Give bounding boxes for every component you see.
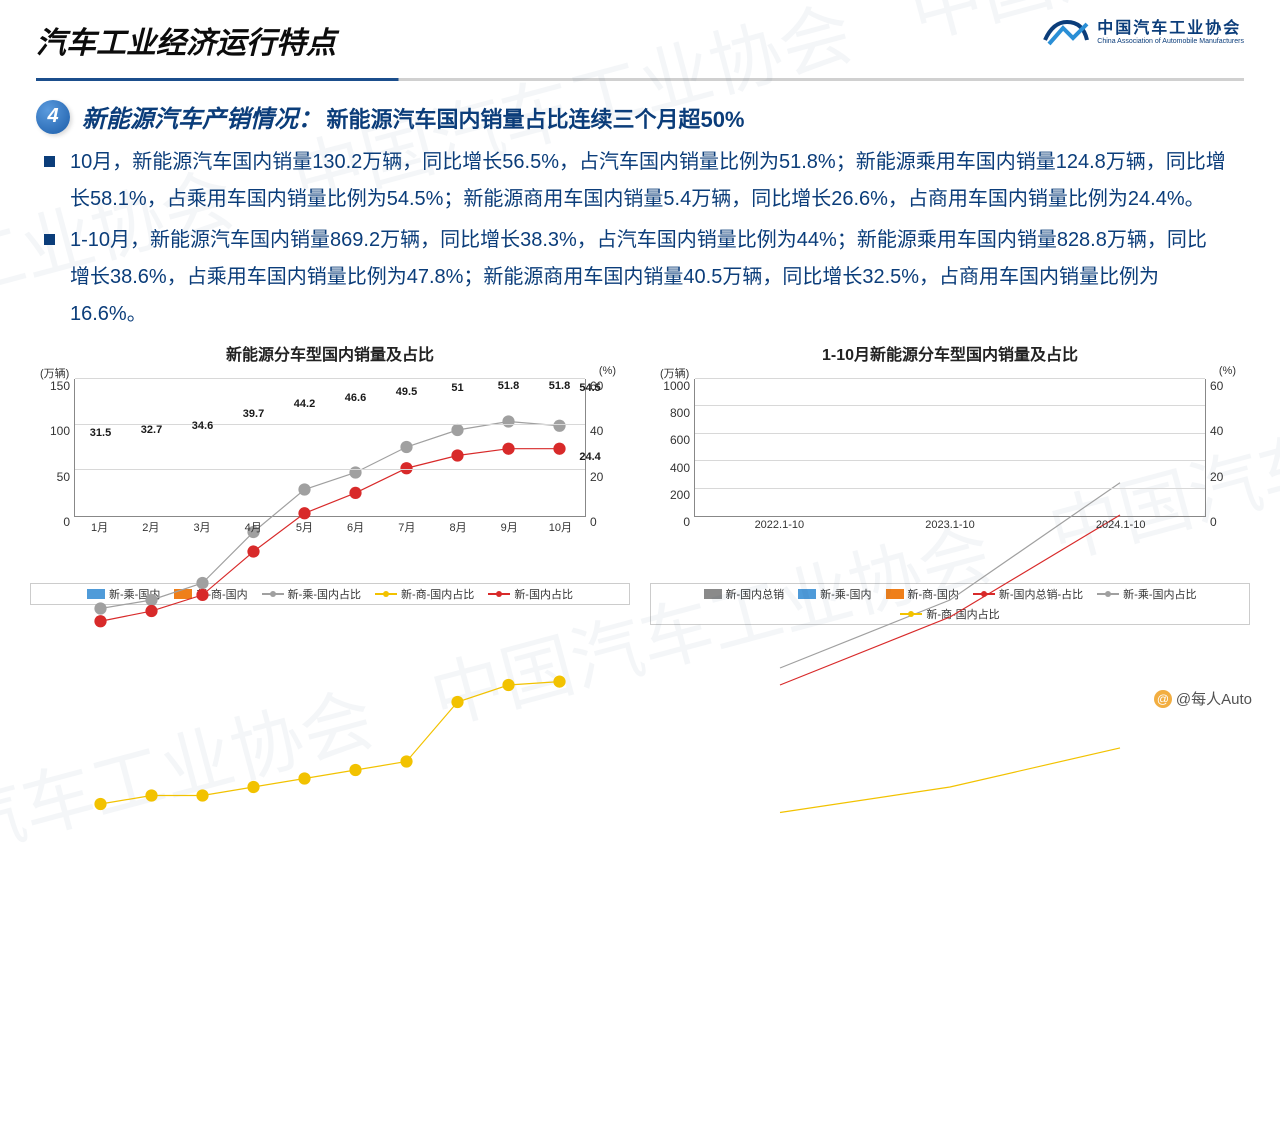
y-right-unit: (%) <box>599 365 616 377</box>
logo-icon <box>1043 18 1091 48</box>
logo-en: China Association of Automobile Manufact… <box>1097 38 1244 46</box>
logo: 中国汽车工业协会 China Association of Automobile… <box>1043 18 1244 48</box>
chart-left-plot: 31.532.734.639.744.246.649.55151.851.854… <box>74 379 586 517</box>
chart-right-title: 1-10月新能源分车型国内销量及占比 <box>650 341 1250 365</box>
body-text: 10月，新能源汽车国内销量130.2万辆，同比增长56.5%，占汽车国内销量比例… <box>0 140 1280 333</box>
bullet-2: 1-10月，新能源汽车国内销量869.2万辆，同比增长38.3%，占汽车国内销量… <box>70 222 1226 333</box>
bullet-1: 10月，新能源汽车国内销量130.2万辆，同比增长56.5%，占汽车国内销量比例… <box>70 144 1226 218</box>
section-desc: 新能源汽车国内销量占比连续三个月超50% <box>326 107 744 132</box>
logo-cn: 中国汽车工业协会 <box>1097 20 1244 38</box>
page-title: 汽车工业经济运行特点 <box>36 18 336 62</box>
chart-left: 新能源分车型国内销量及占比 (万辆) (%) 150100500 6040200… <box>30 341 630 625</box>
section-head: 4 新能源汽车产销情况： 新能源汽车国内销量占比连续三个月超50% <box>0 81 1280 140</box>
chart-right-plot <box>694 379 1206 517</box>
source-watermark: @@每人Auto <box>1154 688 1252 709</box>
chart-right: 1-10月新能源分车型国内销量及占比 (万辆) (%) 100080060040… <box>650 341 1250 625</box>
header: 汽车工业经济运行特点 中国汽车工业协会 China Association of… <box>0 0 1280 72</box>
section-heading: 新能源汽车产销情况： <box>82 106 322 133</box>
section-number-badge: 4 <box>36 100 70 134</box>
chart-left-title: 新能源分车型国内销量及占比 <box>30 341 630 365</box>
y-right-unit-r: (%) <box>1219 365 1236 377</box>
